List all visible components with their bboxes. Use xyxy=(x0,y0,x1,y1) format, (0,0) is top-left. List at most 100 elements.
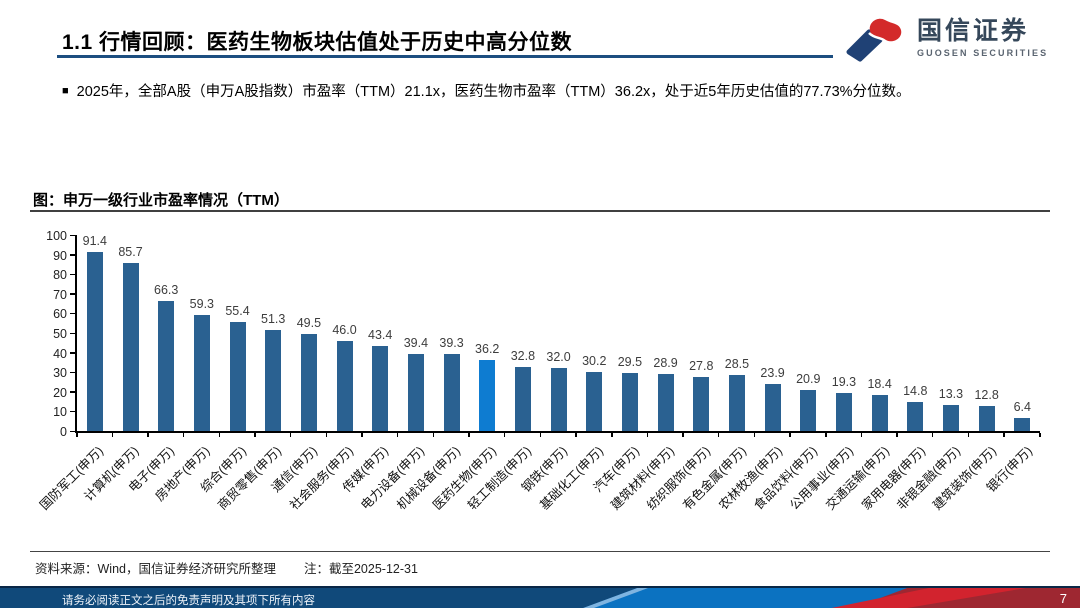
bar-value-label: 49.5 xyxy=(296,315,322,330)
bar-slot: 39.3 xyxy=(434,235,470,431)
bar xyxy=(122,263,139,431)
bar-slot: 85.7 xyxy=(113,235,149,431)
y-axis-tick xyxy=(70,332,75,334)
logo-text: 国信证券 GUOSEN SECURITIES xyxy=(917,18,1048,58)
bar-slot: 12.8 xyxy=(969,235,1005,431)
company-logo: 国信证券 GUOSEN SECURITIES xyxy=(845,14,1048,62)
bar-value-label: 14.8 xyxy=(903,384,928,398)
bar-slot: 39.4 xyxy=(398,235,434,431)
bar xyxy=(621,373,638,431)
x-axis-tick xyxy=(860,433,863,437)
x-axis-tick xyxy=(325,433,328,437)
y-axis-tick xyxy=(70,293,75,295)
guosen-logo-icon xyxy=(846,18,902,62)
bar-chart: 91.4 85.7 66.3 59.3 55.4 51.3 49.5 46.0 43.4 39.4… xyxy=(0,229,1080,529)
bar-slot: 59.3 xyxy=(184,235,220,431)
y-axis-tick-label: 80 xyxy=(53,268,67,283)
bar-value-label: 39.3 xyxy=(439,335,464,350)
bar xyxy=(443,353,460,431)
chart-title: 图：申万一级行业市盈率情况（TTM） xyxy=(33,192,289,209)
bar-value-label: 85.7 xyxy=(118,245,143,260)
bar xyxy=(800,390,817,431)
bar-highlighted xyxy=(479,360,496,431)
x-axis-tick xyxy=(396,433,399,437)
x-axis-tick xyxy=(753,433,756,437)
bar-slot: 23.9 xyxy=(755,235,791,431)
bar-slot: 91.4 xyxy=(77,233,113,431)
bar-value-label: 91.4 xyxy=(82,233,107,248)
bar-slot: 36.2 xyxy=(469,235,505,431)
bar-value-label: 23.9 xyxy=(760,366,785,381)
y-axis-tick xyxy=(70,410,75,413)
bar-value-label: 32.0 xyxy=(546,350,571,365)
bar xyxy=(550,368,567,431)
bar xyxy=(728,375,745,431)
page-number: 7 xyxy=(1059,591,1067,606)
bar-value-label: 28.5 xyxy=(724,357,750,372)
x-axis-tick xyxy=(646,433,649,437)
bar-value-label: 46.0 xyxy=(332,322,357,337)
x-axis-tick xyxy=(896,433,898,437)
x-axis-tick xyxy=(789,433,791,437)
bar-value-label: 30.2 xyxy=(582,353,607,368)
x-axis-tick xyxy=(717,433,720,437)
title-underline xyxy=(57,55,833,58)
bar xyxy=(1014,418,1031,431)
bar xyxy=(693,376,710,431)
disclaimer-text: 请务必阅读正文之后的免责声明及其项下所有内容 xyxy=(62,595,315,607)
x-axis-tick xyxy=(468,433,470,437)
bar-slot: 43.4 xyxy=(362,235,398,431)
x-axis-tick xyxy=(1003,433,1005,437)
y-axis-tick xyxy=(70,391,75,393)
y-axis-tick xyxy=(70,371,75,374)
bar-slot: 6.4 xyxy=(1004,235,1040,431)
y-axis-tick-label: 100 xyxy=(46,229,67,243)
source-line: 资料来源：Wind，国信证券经济研究所整理 注：截至2025-12-31 xyxy=(35,558,446,577)
bar xyxy=(86,251,103,431)
bar-slot: 14.8 xyxy=(897,235,933,431)
x-axis-tick xyxy=(682,433,684,437)
x-axis-tick xyxy=(289,433,292,437)
y-axis-tick-label: 20 xyxy=(53,385,67,400)
x-axis-tick xyxy=(967,433,970,437)
bar-slot: 28.9 xyxy=(648,235,684,431)
bar-value-label: 28.9 xyxy=(653,356,678,371)
summary-bullet: ■ 2025年，全部A股（申万A股指数）市盈率（TTM）21.1x，医药生物市盈… xyxy=(62,80,911,101)
bar-value-label: 19.3 xyxy=(831,375,857,390)
bar-slot: 66.3 xyxy=(148,235,184,431)
x-axis-tick xyxy=(575,433,577,437)
x-axis-tick xyxy=(111,433,114,437)
bar xyxy=(871,394,888,431)
bar xyxy=(300,333,317,431)
bar-slot: 19.3 xyxy=(826,235,862,431)
x-axis-tick xyxy=(611,433,613,437)
x-axis-tick xyxy=(76,433,78,437)
footer-divider xyxy=(30,551,1050,552)
y-axis-tick-label: 60 xyxy=(53,307,67,322)
x-axis-tick xyxy=(361,433,363,437)
bar-slot: 55.4 xyxy=(220,235,256,431)
bar xyxy=(372,345,389,431)
bar-slot: 20.9 xyxy=(790,235,826,431)
bar-value-label: 29.5 xyxy=(617,355,643,370)
bar xyxy=(336,340,353,431)
x-axis-tick xyxy=(1039,433,1041,437)
logo-name-en: GUOSEN SECURITIES xyxy=(917,47,1049,58)
bar-slot: 27.8 xyxy=(683,235,719,431)
bar-slot: 29.5 xyxy=(612,235,648,431)
y-axis-tick-label: 10 xyxy=(53,405,67,420)
y-axis-tick xyxy=(70,352,75,354)
y-axis-tick-label: 70 xyxy=(53,287,67,302)
x-axis-tick xyxy=(931,433,934,437)
x-axis-tick xyxy=(147,433,149,437)
bar xyxy=(407,353,424,431)
x-axis-labels: 国防军工(申万) 计算机(申万) 电子(申万) 房地产(申万) 综合(申万) 商贸零售(申… xyxy=(37,433,1040,529)
x-axis-tick xyxy=(503,433,506,437)
bar-slot: 32.8 xyxy=(505,235,541,431)
y-axis-tick xyxy=(70,254,75,256)
x-axis-tick xyxy=(254,433,256,437)
bar-value-label: 51.3 xyxy=(261,312,286,327)
bar xyxy=(907,402,924,431)
bar xyxy=(835,393,852,431)
